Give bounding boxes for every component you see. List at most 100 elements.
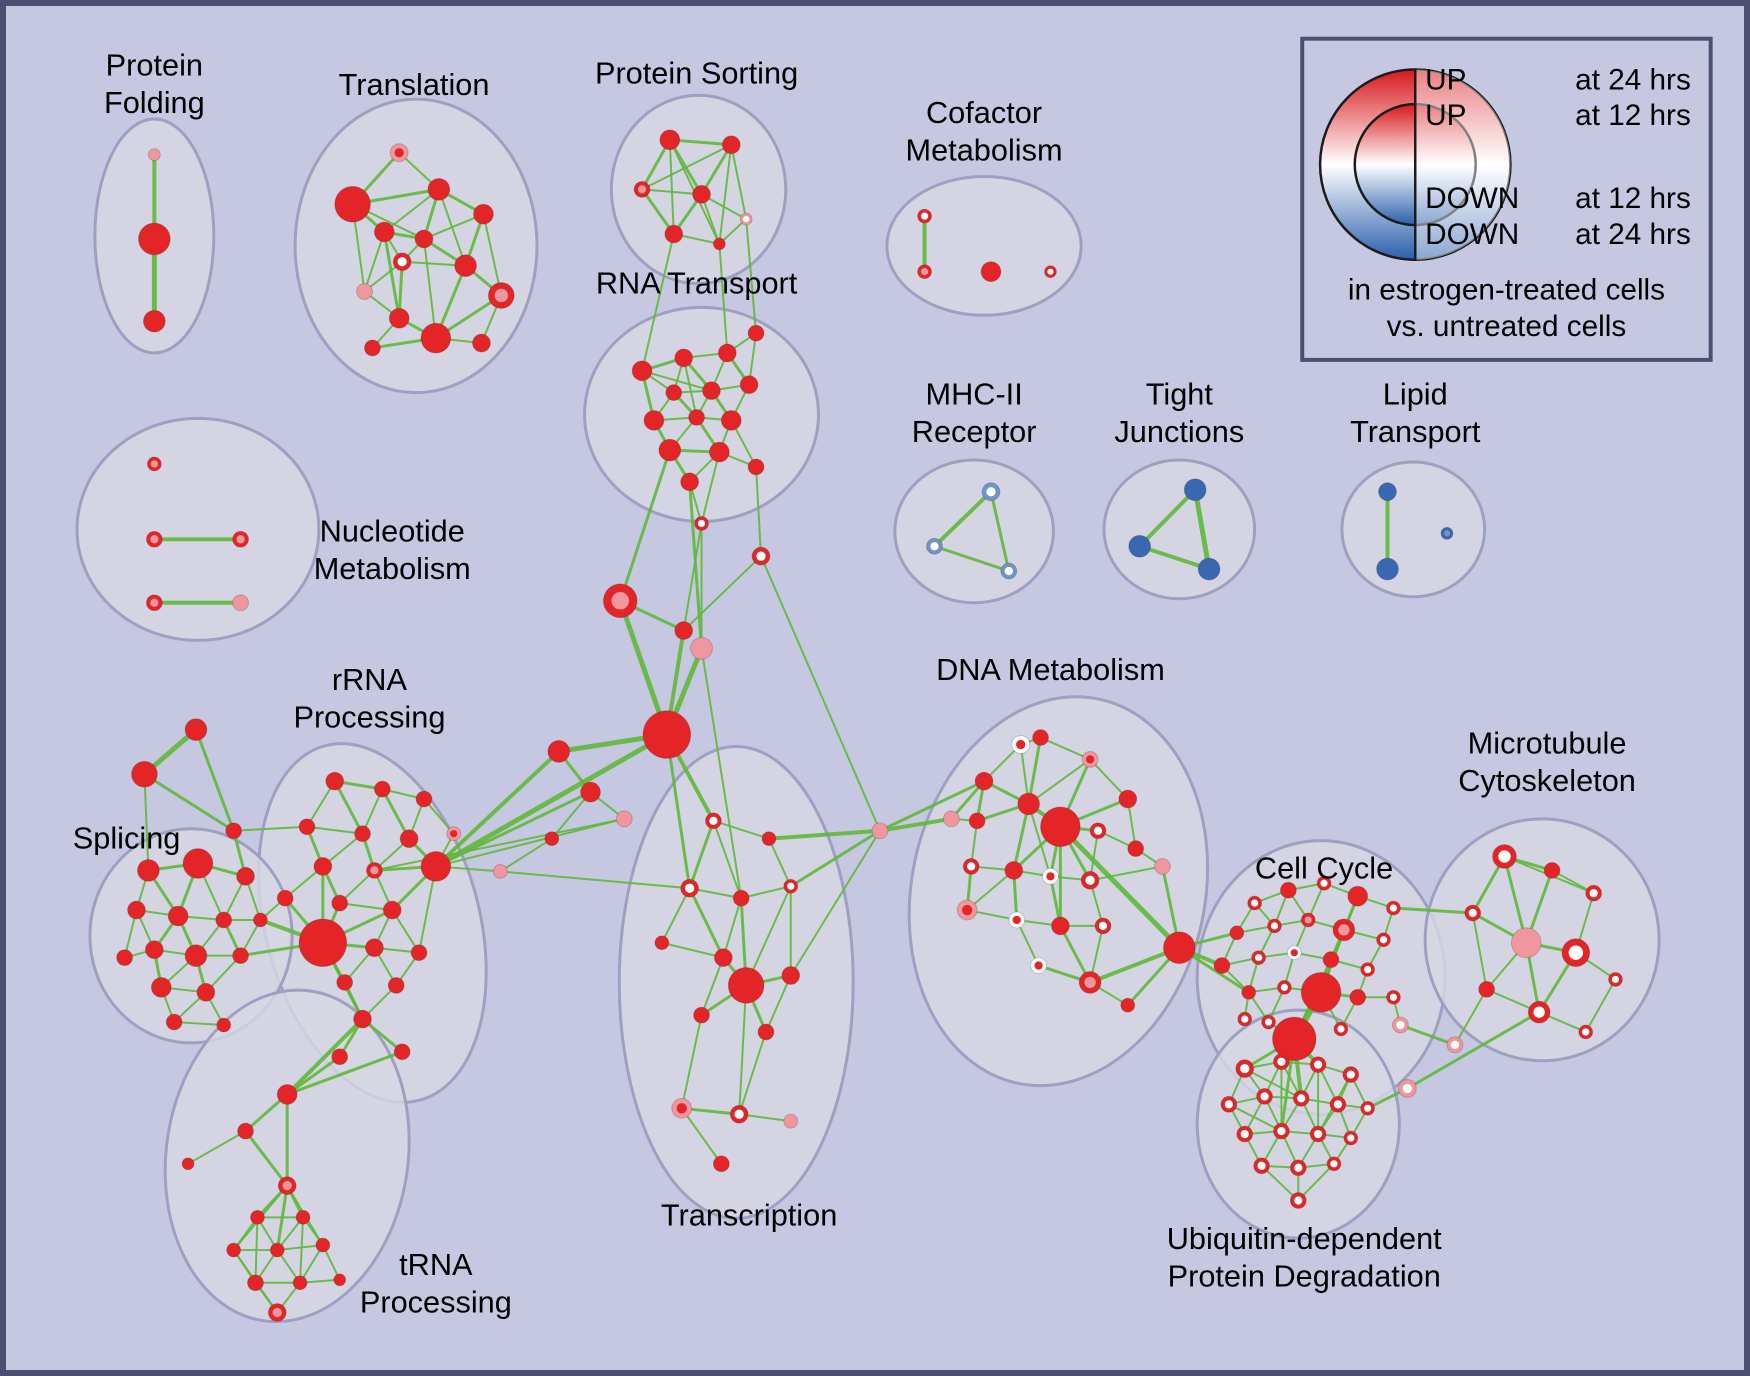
node (757, 1023, 775, 1041)
cluster-ellipse-nucleotide-metabolism (75, 416, 321, 642)
edge (499, 870, 691, 890)
node (1322, 951, 1340, 969)
node (717, 343, 737, 363)
edge (730, 143, 748, 221)
edge (333, 779, 364, 836)
node-center (1338, 924, 1350, 936)
node-center (150, 598, 159, 607)
node (631, 360, 653, 382)
node (783, 1113, 799, 1129)
node (137, 222, 171, 256)
edge (1227, 1103, 1283, 1133)
node (363, 339, 381, 357)
node-center (787, 882, 795, 890)
node (150, 976, 172, 998)
node-center (1085, 755, 1095, 764)
node (295, 1209, 311, 1225)
legend-state-up-24: UP (1425, 63, 1466, 96)
node-center (1297, 1094, 1306, 1103)
edge (1027, 802, 1052, 878)
node (331, 894, 349, 912)
edge (433, 732, 670, 869)
edge (373, 817, 626, 872)
edge (700, 451, 721, 525)
node (388, 307, 410, 329)
node-center (1084, 976, 1096, 989)
node-center (1589, 889, 1598, 898)
node-center (1016, 739, 1026, 750)
node-center (1330, 1160, 1338, 1168)
node (721, 135, 741, 155)
node (1213, 957, 1231, 974)
node-center (1396, 1020, 1405, 1030)
node-center (494, 288, 508, 303)
edge (276, 1216, 305, 1252)
node-center (1277, 1126, 1286, 1136)
node-center (1240, 1064, 1250, 1074)
node-center (1012, 915, 1021, 925)
node (249, 1209, 265, 1225)
node (414, 229, 434, 249)
node (1510, 927, 1542, 959)
cluster-label-ubiquitin-degradation: Ubiquitin-dependent Protein Degradation (1167, 1221, 1442, 1294)
node-center (370, 866, 379, 875)
edge (766, 828, 882, 841)
edge (660, 887, 691, 944)
node (1040, 806, 1081, 848)
node (1032, 729, 1049, 746)
node (739, 375, 759, 395)
node (580, 781, 601, 803)
edge (299, 1216, 305, 1284)
edge (932, 544, 1011, 573)
node-center (920, 268, 929, 276)
edge (641, 233, 675, 372)
node (184, 944, 208, 968)
node-center (986, 487, 996, 497)
edge (380, 787, 411, 841)
node (674, 621, 694, 640)
edge (877, 816, 954, 833)
edge (682, 356, 698, 419)
edge (1297, 1162, 1335, 1202)
cluster-label-splicing: Splicing (73, 821, 181, 856)
node-center (697, 519, 706, 528)
edge (718, 143, 733, 245)
node (334, 185, 371, 223)
node (116, 949, 134, 967)
edge (422, 213, 485, 240)
node (354, 825, 371, 843)
node-center (734, 1109, 744, 1119)
cluster-label-cell-cycle: Cell Cycle (1255, 850, 1393, 885)
node (1183, 478, 1207, 502)
edge (1243, 1067, 1303, 1100)
node-center (150, 535, 159, 544)
edge (306, 825, 364, 835)
edge (1057, 824, 1182, 951)
node-center (1034, 961, 1043, 970)
node-center (1364, 965, 1372, 974)
node (216, 1017, 232, 1033)
node (364, 938, 384, 958)
node-center (394, 148, 404, 158)
edge (1027, 758, 1092, 805)
edge (767, 837, 792, 888)
cluster-labels: Protein Folding Translation Protein Sorting… (73, 47, 1636, 1319)
node (1478, 980, 1496, 998)
node (643, 409, 665, 431)
node (781, 966, 801, 985)
node (427, 177, 451, 201)
node-center (1364, 1104, 1372, 1112)
node (968, 812, 986, 830)
node-center (637, 185, 647, 194)
legend-time-up-12: at 12 hrs (1575, 99, 1691, 132)
node-center (676, 1103, 687, 1114)
node (674, 348, 694, 368)
node-center (1389, 904, 1398, 912)
node-center (1264, 1018, 1273, 1026)
node-center (1320, 879, 1328, 887)
legend-state-up-12: UP (1425, 99, 1466, 132)
legend-state-down-24: DOWN (1425, 218, 1519, 251)
legend-time-up-24: at 24 hrs (1575, 63, 1691, 96)
node-center (684, 883, 695, 893)
node (131, 760, 158, 788)
